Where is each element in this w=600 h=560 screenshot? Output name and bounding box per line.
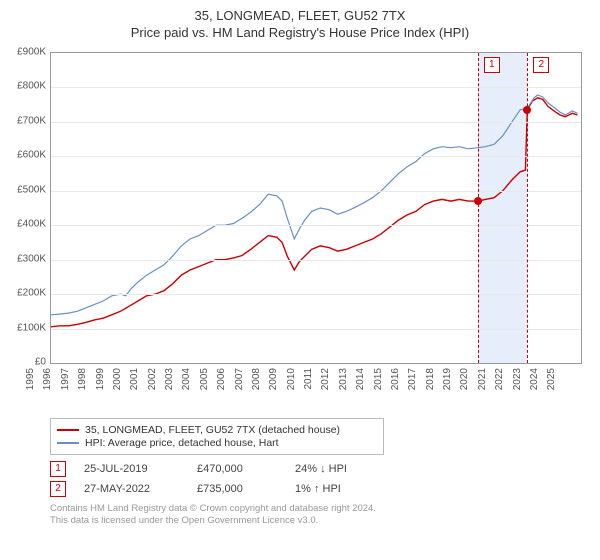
gridline: [51, 225, 581, 226]
sale-marker-box: 2: [50, 481, 66, 497]
gridline: [51, 329, 581, 330]
y-tick-label: £900K: [0, 47, 46, 58]
y-tick-label: £400K: [0, 219, 46, 230]
gridline: [51, 191, 581, 192]
y-tick-label: £600K: [0, 150, 46, 161]
sale-point-2: [523, 106, 531, 114]
plot-area: 12: [50, 52, 582, 364]
series-hpi: [51, 95, 578, 315]
marker-box-1: 1: [484, 57, 500, 73]
sale-point-1: [474, 197, 482, 205]
legend-label: HPI: Average price, detached house, Hart: [85, 437, 279, 449]
y-tick-label: £300K: [0, 253, 46, 264]
y-tick-label: £200K: [0, 288, 46, 299]
sale-row-1: 1 25-JUL-2019 £470,000 24% ↓ HPI: [50, 461, 600, 477]
marker-vline: [527, 53, 528, 363]
sale-marker-box: 1: [50, 461, 66, 477]
legend-label: 35, LONGMEAD, FLEET, GU52 7TX (detached …: [85, 424, 340, 436]
legend-swatch: [57, 429, 79, 431]
x-tick-label: 2025: [546, 368, 596, 390]
y-tick-label: £0: [0, 357, 46, 368]
gridline: [51, 260, 581, 261]
series-svg: [51, 53, 581, 363]
legend: 35, LONGMEAD, FLEET, GU52 7TX (detached …: [50, 418, 384, 455]
sales-table: 1 25-JUL-2019 £470,000 24% ↓ HPI 2 27-MAY-202…: [50, 461, 600, 497]
sale-row-2: 2 27-MAY-2022 £735,000 1% ↑ HPI: [50, 481, 600, 497]
chart-container: 12 £0£100K£200K£300K£400K£500K£600K£700K…: [0, 42, 600, 412]
chart-title-address: 35, LONGMEAD, FLEET, GU52 7TX: [0, 8, 600, 23]
attribution-line2: This data is licensed under the Open Gov…: [50, 515, 600, 527]
y-tick-label: £500K: [0, 184, 46, 195]
marker-vline: [478, 53, 479, 363]
gridline: [51, 87, 581, 88]
series-property: [51, 98, 578, 327]
marker-box-2: 2: [533, 57, 549, 73]
sale-price: £735,000: [197, 483, 277, 495]
sale-date: 27-MAY-2022: [84, 483, 179, 495]
y-tick-label: £800K: [0, 81, 46, 92]
chart-title-subtitle: Price paid vs. HM Land Registry's House …: [0, 25, 600, 40]
gridline: [51, 122, 581, 123]
attribution-line1: Contains HM Land Registry data © Crown c…: [50, 503, 600, 515]
gridline: [51, 156, 581, 157]
legend-item-property: 35, LONGMEAD, FLEET, GU52 7TX (detached …: [57, 424, 377, 436]
y-tick-label: £100K: [0, 322, 46, 333]
sale-delta: 24% ↓ HPI: [295, 463, 385, 475]
sale-date: 25-JUL-2019: [84, 463, 179, 475]
sale-delta: 1% ↑ HPI: [295, 483, 385, 495]
gridline: [51, 294, 581, 295]
attribution: Contains HM Land Registry data © Crown c…: [50, 503, 600, 528]
sale-price: £470,000: [197, 463, 277, 475]
legend-item-hpi: HPI: Average price, detached house, Hart: [57, 437, 377, 449]
y-tick-label: £700K: [0, 115, 46, 126]
legend-swatch: [57, 442, 79, 444]
